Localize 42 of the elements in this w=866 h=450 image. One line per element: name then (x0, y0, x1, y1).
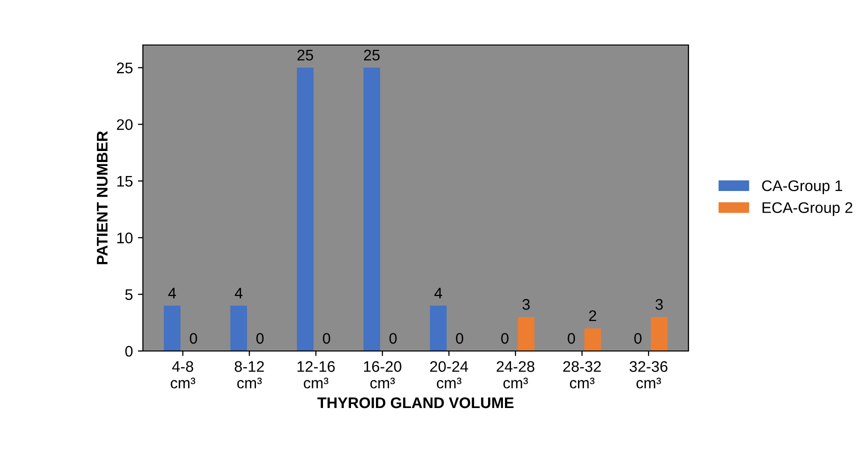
legend-label: ECA-Group 2 (762, 202, 852, 216)
y-tick-label: 10 (117, 232, 133, 244)
x-tick-label: 12-16 cm³ (298, 361, 335, 388)
data-label: 3 (656, 298, 663, 310)
x-tick-label: 16-20 cm³ (364, 361, 402, 388)
data-label: 0 (322, 332, 330, 344)
data-label: 0 (190, 332, 198, 344)
y-tick-label: 5 (125, 289, 133, 300)
bar (518, 317, 534, 351)
y-tick-label: 20 (116, 119, 133, 130)
data-label: 0 (456, 332, 464, 344)
x-tick-label: 4-8 cm³ (170, 361, 196, 388)
data-label: 0 (634, 332, 642, 344)
x-axis-title: THYROID GLAND VOLUME (317, 397, 514, 408)
bar (296, 68, 314, 351)
y-axis-title: PATIENT NUMBER (96, 131, 108, 264)
x-tick-label: 20-24 cm³ (430, 361, 468, 388)
bar (584, 328, 601, 351)
bar (230, 306, 248, 351)
x-tick-label: 32-36 cm³ (630, 361, 668, 388)
data-label: 0 (501, 332, 508, 344)
x-tick-label: 24-28 cm³ (496, 361, 534, 388)
data-label: 0 (256, 332, 264, 344)
legend-label: CA-Group 1 (762, 180, 842, 194)
x-tick-label: 28-32 cm³ (563, 361, 601, 388)
data-label: 3 (522, 298, 530, 310)
bar (164, 306, 180, 351)
data-label: 0 (568, 332, 576, 344)
y-tick-label: 15 (117, 176, 133, 187)
y-tick-label: 25 (116, 62, 133, 74)
x-tick-label: 8-12 cm³ (234, 361, 264, 388)
bar (650, 317, 668, 351)
data-label: 2 (589, 310, 596, 321)
y-tick-label: 0 (125, 346, 133, 357)
data-label: 25 (364, 50, 380, 60)
data-label: 4 (434, 288, 442, 298)
data-label: 4 (168, 288, 176, 298)
data-label: 0 (389, 332, 397, 344)
data-label: 4 (234, 288, 242, 298)
bar (363, 68, 380, 351)
data-label: 25 (298, 50, 314, 60)
bar (430, 306, 447, 351)
